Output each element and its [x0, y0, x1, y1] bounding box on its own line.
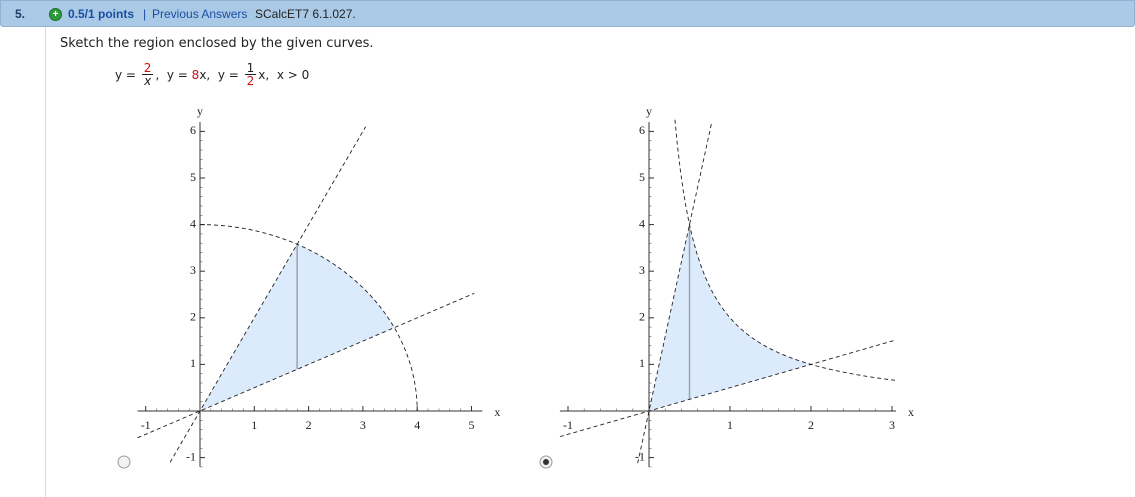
radio-button[interactable] [117, 455, 131, 469]
x-tick-label: -1 [563, 418, 573, 432]
numerator: 2 [141, 61, 154, 75]
y-axis-label: y [646, 104, 652, 118]
x-tick-label: 3 [889, 418, 895, 432]
x-tick-label: -1 [141, 418, 151, 432]
denominator: 2 [246, 74, 255, 88]
y-tick-label: 6 [639, 123, 645, 137]
radio-dot [543, 459, 549, 465]
dashed-line [169, 126, 367, 463]
x-axis-label: x [494, 405, 500, 419]
eq-part: y = [115, 67, 140, 82]
previous-answers-link[interactable]: Previous Answers [152, 7, 248, 21]
numerator: 1 [244, 61, 257, 75]
x-tick-label: 3 [360, 418, 366, 432]
x-tick-label: 2 [306, 418, 312, 432]
dashed-line [637, 123, 712, 464]
y-tick-label: 3 [190, 263, 196, 277]
eq-part: x, x > 0 [258, 67, 310, 82]
y-tick-label: -1 [635, 449, 645, 463]
dashed-curve [199, 224, 418, 412]
coefficient: 8 [191, 67, 200, 82]
eq-part: x, y = [199, 67, 243, 82]
y-tick-label: -1 [186, 449, 196, 463]
separator: | [143, 7, 147, 21]
question-header: 5. + 0.5/1 points | Previous Answers SCa… [0, 0, 1135, 27]
expand-icon[interactable]: + [49, 8, 62, 21]
y-tick-label: 6 [190, 123, 196, 137]
denominator: x [144, 74, 152, 88]
y-tick-label: 2 [639, 310, 645, 324]
region [649, 224, 811, 411]
dashed-curve [674, 119, 897, 381]
y-tick-label: 1 [190, 356, 196, 370]
x-axis-label: x [908, 405, 914, 419]
points: 0.5/1 points [68, 7, 135, 21]
y-tick-label: 4 [639, 216, 645, 230]
eq-part: , y = [155, 67, 192, 82]
y-tick-label: 1 [639, 356, 645, 370]
x-tick-label: 2 [808, 418, 814, 432]
y-tick-label: 5 [639, 170, 645, 184]
y-axis-label: y [197, 104, 203, 118]
question-code: SCalcET7 6.1.027. [255, 7, 356, 21]
x-tick-label: 1 [727, 418, 733, 432]
question-number: 5. [15, 7, 26, 21]
y-tick-label: 4 [190, 216, 196, 230]
dashed-line [559, 339, 897, 438]
y-tick-label: 5 [190, 170, 196, 184]
question-text: Sketch the region enclosed by the given … [60, 36, 374, 51]
x-tick-label: 4 [414, 418, 420, 432]
y-tick-label: 2 [190, 310, 196, 324]
x-tick-label: 5 [469, 418, 475, 432]
sidebar-border [45, 27, 46, 497]
x-tick-label: 1 [251, 418, 257, 432]
dashed-line [137, 292, 475, 439]
y-tick-label: 3 [639, 263, 645, 277]
